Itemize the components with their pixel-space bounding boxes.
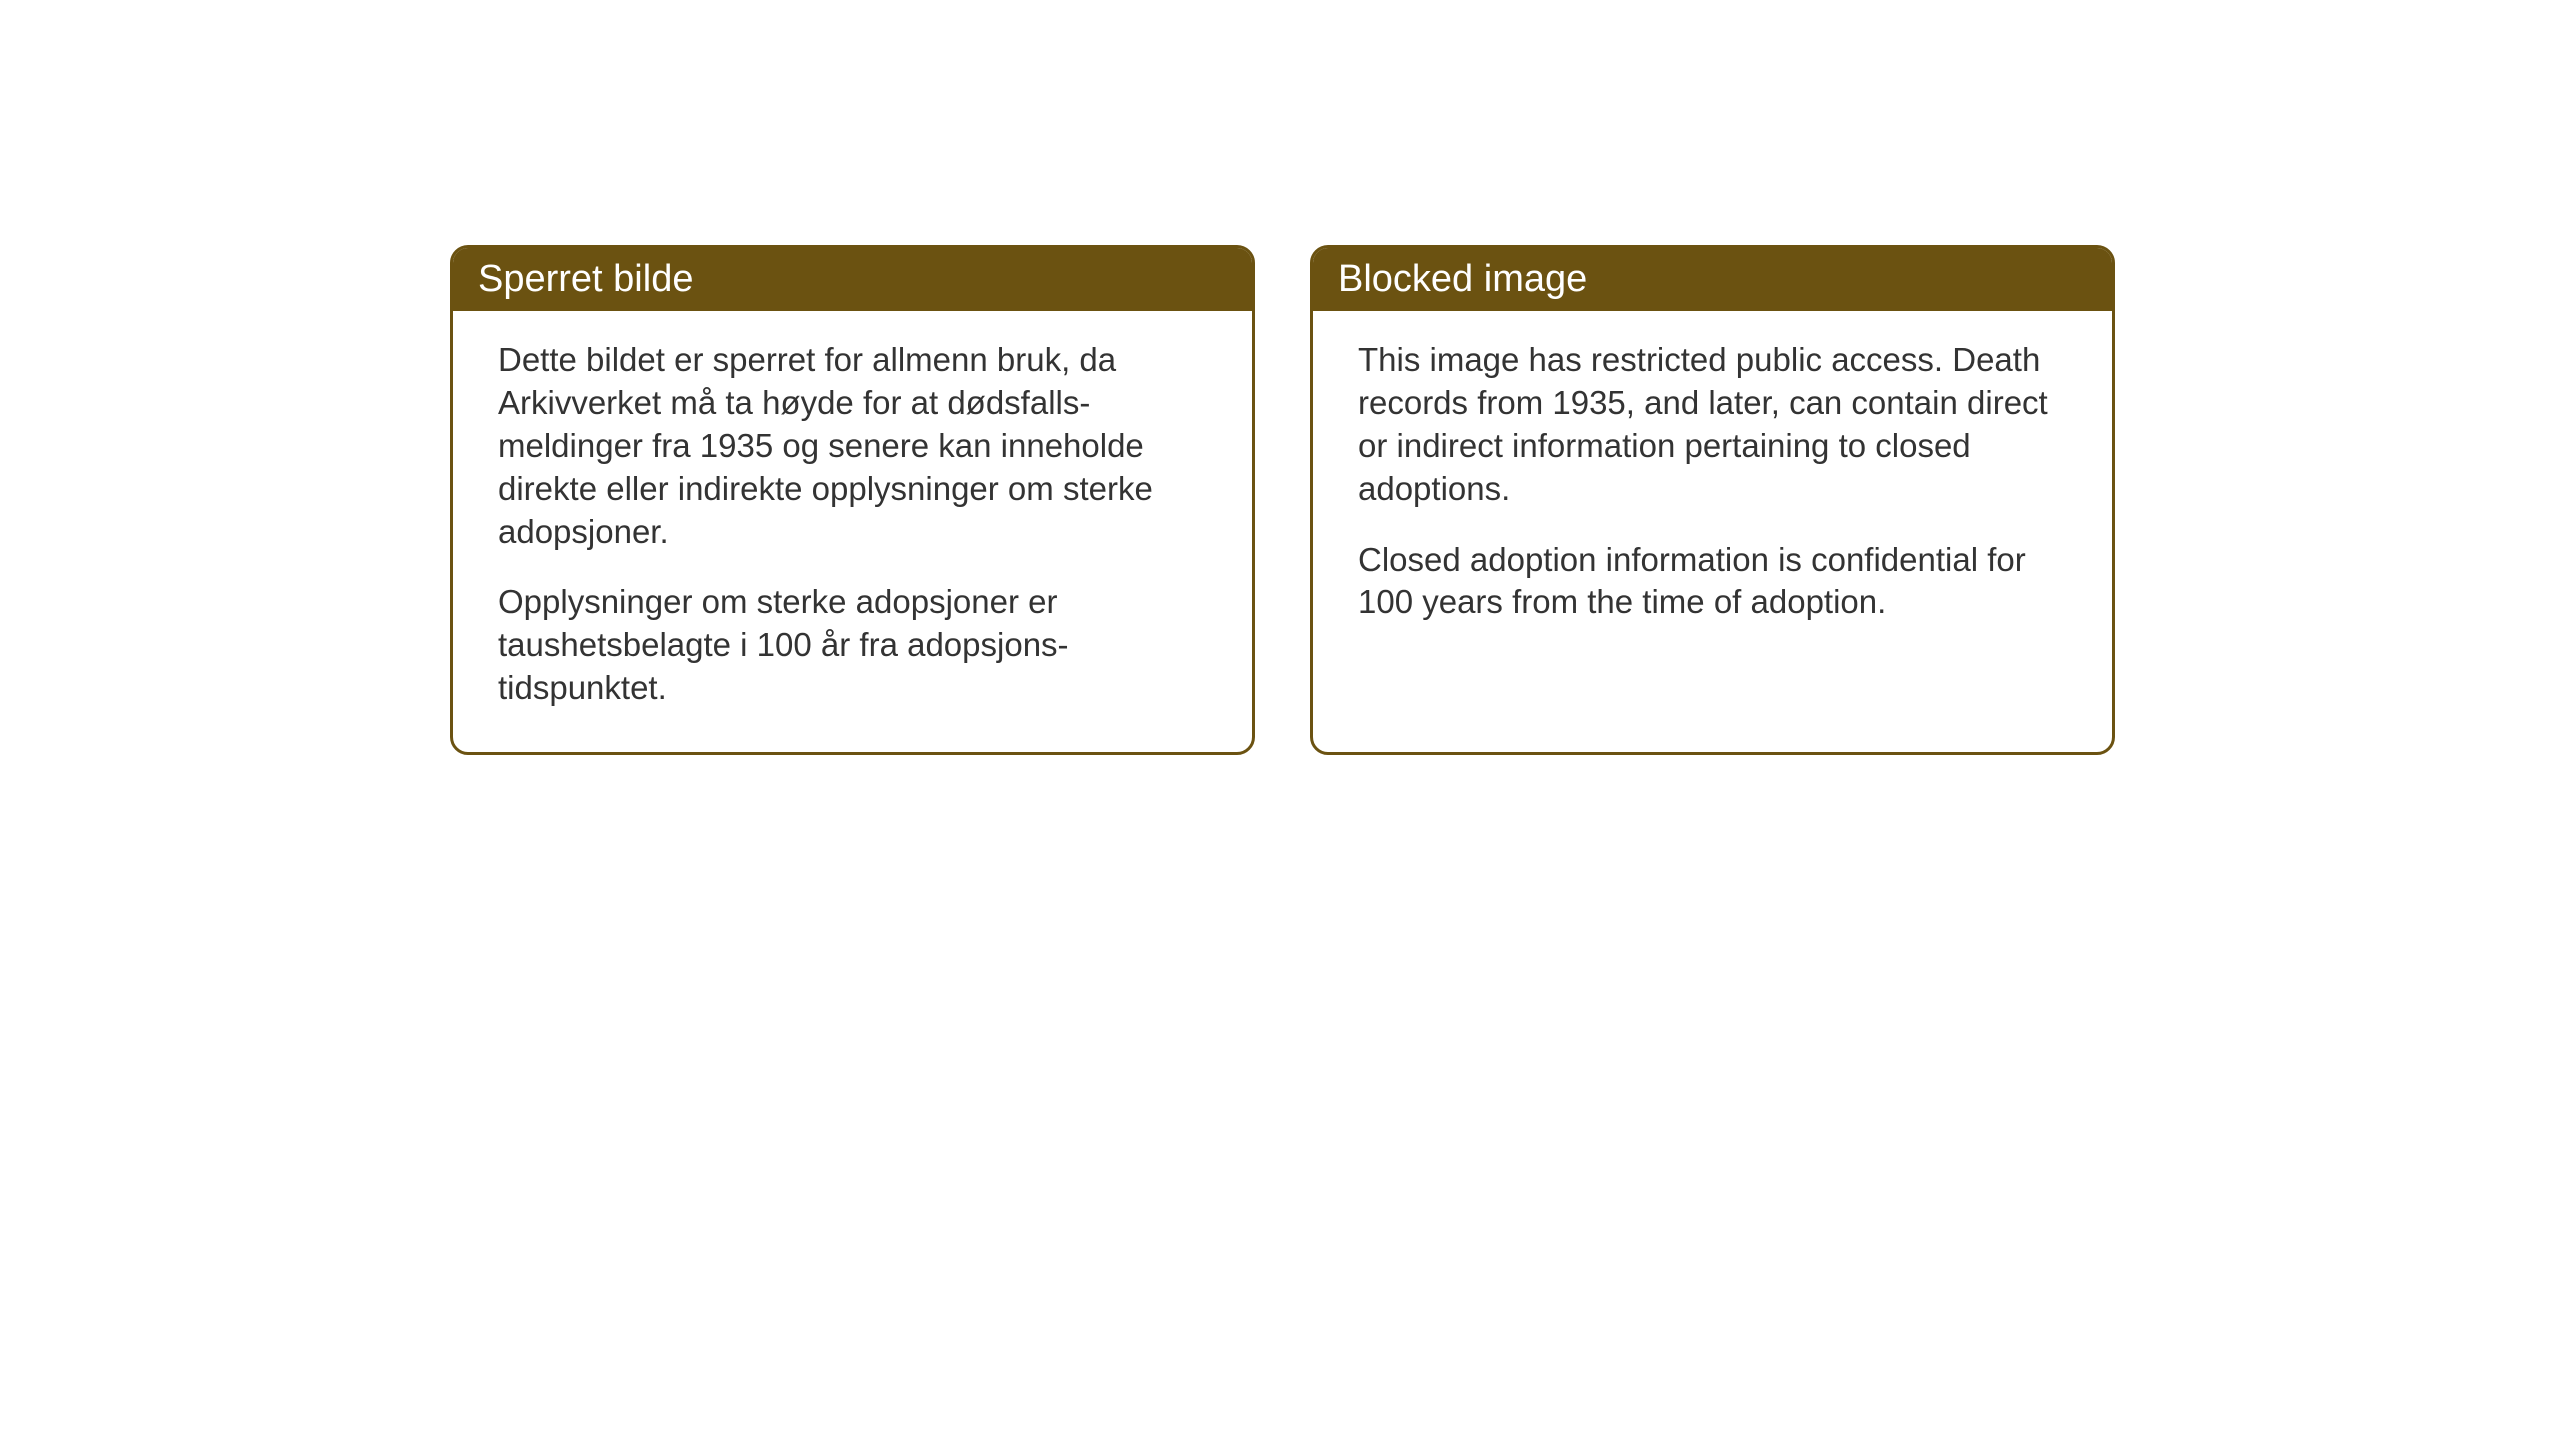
notice-paragraph: This image has restricted public access.… xyxy=(1358,339,2067,511)
notice-paragraph: Opplysninger om sterke adopsjoner er tau… xyxy=(498,581,1207,710)
notice-paragraph: Closed adoption information is confident… xyxy=(1358,539,2067,625)
notice-paragraph: Dette bildet er sperret for allmenn bruk… xyxy=(498,339,1207,553)
notice-body-norwegian: Dette bildet er sperret for allmenn bruk… xyxy=(453,311,1252,745)
notice-box-norwegian: Sperret bilde Dette bildet er sperret fo… xyxy=(450,245,1255,755)
notice-container: Sperret bilde Dette bildet er sperret fo… xyxy=(0,0,2560,755)
notice-header-english: Blocked image xyxy=(1313,248,2112,311)
notice-header-norwegian: Sperret bilde xyxy=(453,248,1252,311)
notice-box-english: Blocked image This image has restricted … xyxy=(1310,245,2115,755)
notice-body-english: This image has restricted public access.… xyxy=(1313,311,2112,659)
